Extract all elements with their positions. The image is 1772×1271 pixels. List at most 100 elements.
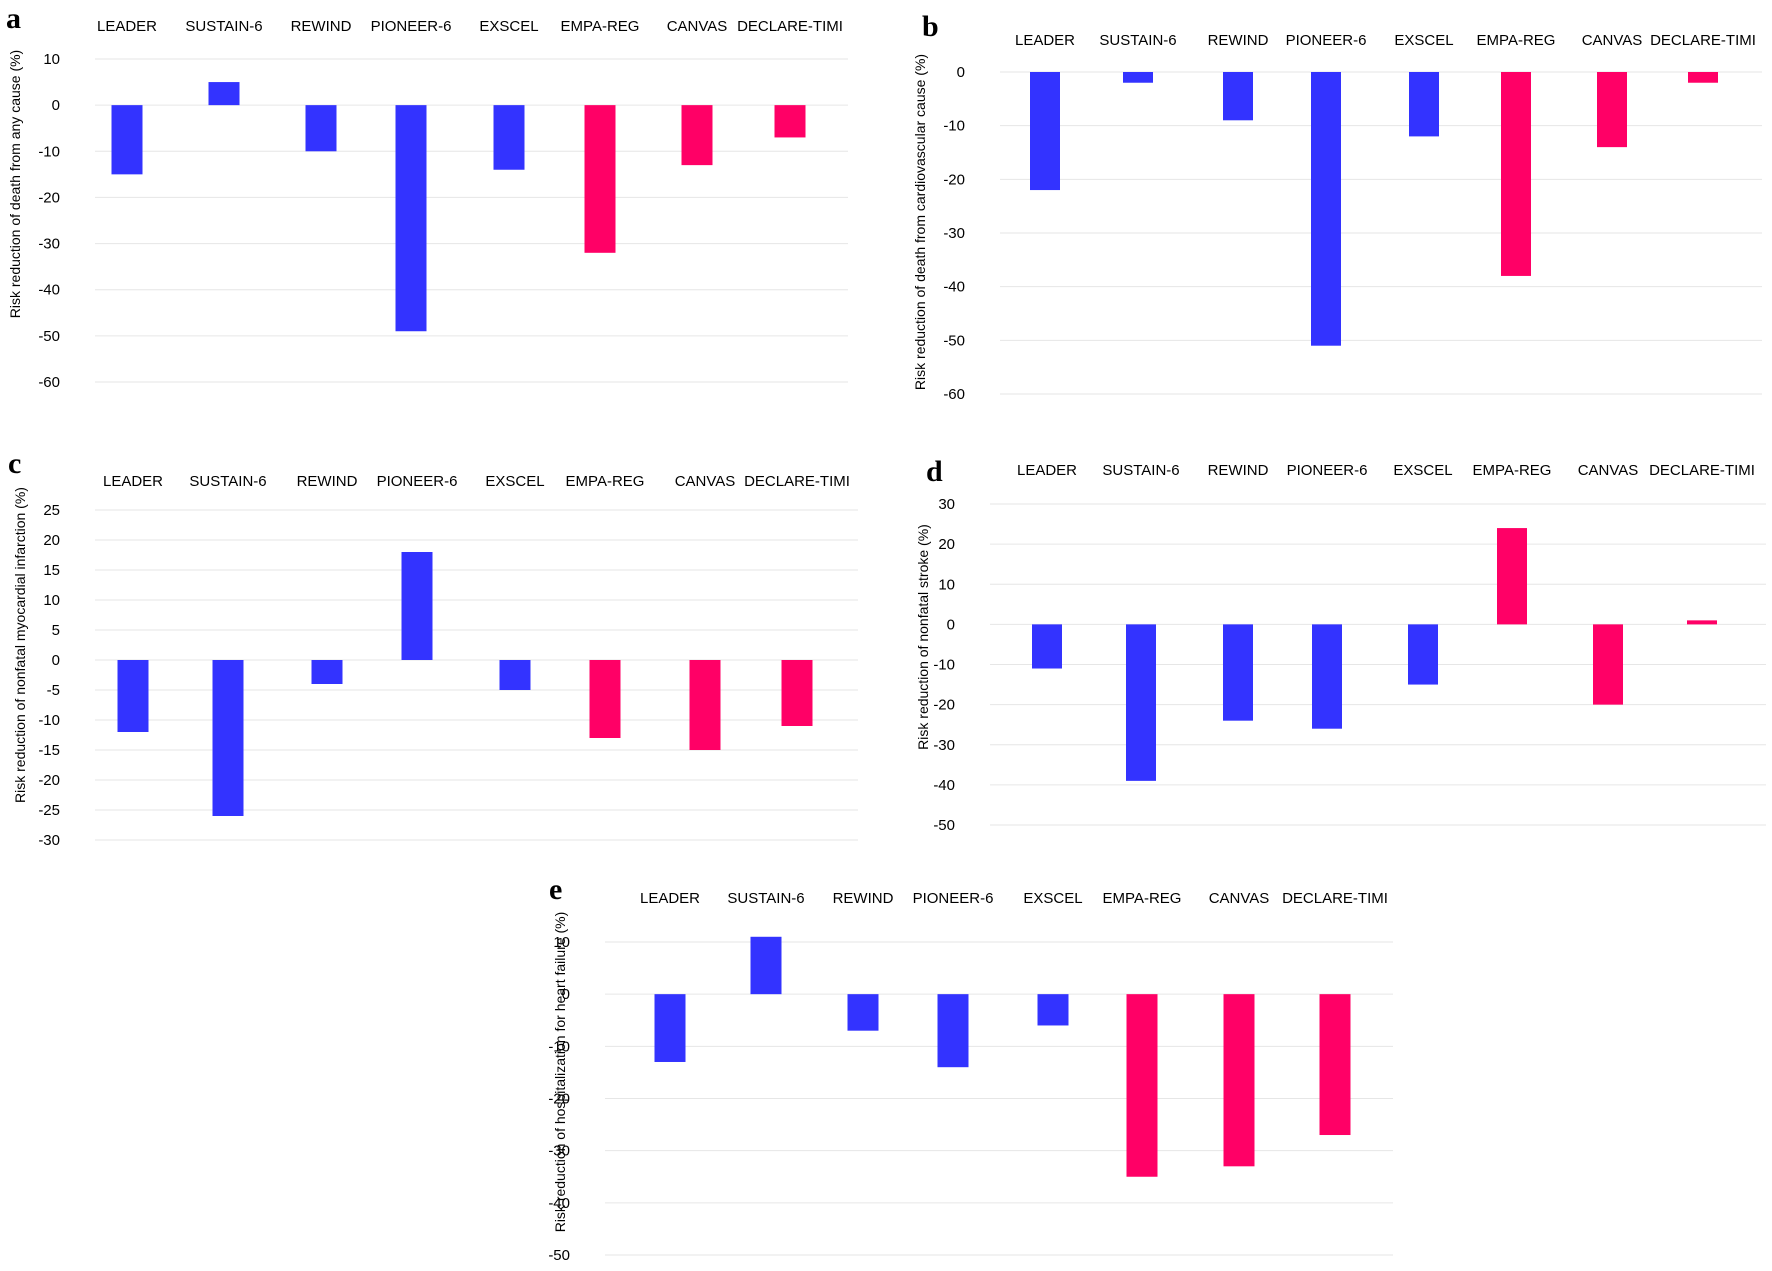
category-label: CANVAS — [1582, 32, 1643, 49]
y-tick-label: -10 — [933, 657, 955, 674]
y-tick-label: 0 — [947, 616, 955, 633]
y-tick-label: -10 — [38, 712, 60, 729]
bar-canvas — [1223, 994, 1255, 1167]
category-label: DECLARE-TIMI — [1650, 32, 1756, 49]
bar-exscel — [493, 105, 525, 170]
category-label: EXSCEL — [1394, 32, 1453, 49]
category-label: SUSTAIN-6 — [727, 890, 804, 907]
y-tick-label: -10 — [38, 143, 60, 160]
category-label: EMPA-REG — [1477, 32, 1556, 49]
category-label: EXSCEL — [479, 18, 538, 35]
panel-letter: e — [549, 873, 563, 906]
y-tick-label: -60 — [943, 386, 965, 403]
category-label: REWIND — [291, 18, 352, 35]
bar-canvas — [681, 105, 713, 166]
y-tick-label: -40 — [943, 279, 965, 296]
bar-sustain-6 — [208, 82, 240, 106]
category-label: EXSCEL — [1023, 890, 1082, 907]
bar-pioneer-6 — [1312, 624, 1342, 729]
panel-letter: c — [8, 447, 22, 480]
chart-panel-d: d Risk reduction of nonfatal stroke (%) … — [910, 440, 1772, 860]
bar-rewind — [311, 660, 343, 684]
y-tick-label: 5 — [52, 622, 60, 639]
category-label: LEADER — [1017, 462, 1077, 479]
y-tick-label: 0 — [957, 64, 965, 81]
category-label: SUSTAIN-6 — [185, 18, 262, 35]
chart-svg: 0 -10 -20 -30 -40 -50 -60 LEADER SUSTAIN-6 REWIND… — [943, 32, 1762, 403]
bar-canvas — [1593, 624, 1623, 705]
bar-pioneer-6 — [1311, 72, 1341, 346]
y-tick-label: 20 — [938, 536, 955, 553]
category-label: SUSTAIN-6 — [1102, 462, 1179, 479]
category-label: EMPA-REG — [561, 18, 640, 35]
bar-canvas — [1597, 72, 1627, 148]
category-label: REWIND — [297, 473, 358, 490]
chart-svg: 10 0 -10 -20 -30 -40 -50 -60 LEADER SUSTAIN-6 REWI… — [38, 18, 848, 391]
bar-sustain-6 — [750, 936, 782, 995]
bar-empa-reg — [1501, 72, 1531, 276]
category-label: EMPA-REG — [1473, 462, 1552, 479]
category-label: CANVAS — [1209, 890, 1270, 907]
category-label: LEADER — [97, 18, 157, 35]
bar-rewind — [1223, 624, 1253, 721]
y-tick-label: 15 — [43, 562, 60, 579]
category-label: PIONEER-6 — [371, 18, 452, 35]
chart-svg: 10 0 -10 -20 -30 -40 -50 LEADER SUSTAIN-6 REWIND P… — [548, 890, 1393, 1264]
bar-pioneer-6 — [395, 105, 427, 332]
category-label: CANVAS — [675, 473, 736, 490]
category-label: EMPA-REG — [1103, 890, 1182, 907]
y-tick-label: -50 — [933, 817, 955, 834]
y-tick-label: -30 — [38, 832, 60, 849]
category-label: PIONEER-6 — [913, 890, 994, 907]
chart-panel-a: a Risk reduction of death from any cause… — [0, 0, 880, 420]
category-label: CANVAS — [1578, 462, 1639, 479]
y-tick-label: -20 — [548, 1091, 570, 1108]
category-label: PIONEER-6 — [1286, 32, 1367, 49]
category-label: EMPA-REG — [566, 473, 645, 490]
bar-declare-timi — [1688, 72, 1718, 83]
category-label: REWIND — [833, 890, 894, 907]
y-tick-label: -20 — [933, 697, 955, 714]
bar-empa-reg — [589, 660, 621, 738]
chart-panel-b: b Risk reduction of death from cardiovas… — [910, 0, 1772, 430]
bar-exscel — [1409, 72, 1439, 137]
bar-empa-reg — [1497, 528, 1527, 625]
category-label: SUSTAIN-6 — [189, 473, 266, 490]
panel-letter: d — [926, 455, 943, 488]
y-tick-label: -50 — [548, 1247, 570, 1264]
bar-leader — [111, 105, 143, 175]
bar-leader — [1030, 72, 1060, 191]
y-tick-label: 0 — [562, 986, 570, 1003]
bar-exscel — [499, 660, 531, 690]
category-label: SUSTAIN-6 — [1099, 32, 1176, 49]
y-tick-label: -30 — [38, 236, 60, 253]
bar-declare-timi — [781, 660, 813, 726]
y-tick-label: -30 — [548, 1143, 570, 1160]
bar-sustain-6 — [212, 660, 244, 816]
category-label: PIONEER-6 — [377, 473, 458, 490]
y-tick-label: 10 — [938, 576, 955, 593]
bar-empa-reg — [1126, 994, 1158, 1177]
category-label: EXSCEL — [1393, 462, 1452, 479]
category-label: LEADER — [1015, 32, 1075, 49]
bar-canvas — [689, 660, 721, 750]
category-label: EXSCEL — [485, 473, 544, 490]
category-label: CANVAS — [667, 18, 728, 35]
y-tick-label: -50 — [943, 332, 965, 349]
category-label: PIONEER-6 — [1287, 462, 1368, 479]
category-label: LEADER — [640, 890, 700, 907]
bar-empa-reg — [584, 105, 616, 253]
y-tick-label: 0 — [52, 652, 60, 669]
category-label: LEADER — [103, 473, 163, 490]
category-label: DECLARE-TIMI — [737, 18, 843, 35]
bar-sustain-6 — [1123, 72, 1153, 83]
y-tick-label: -40 — [38, 282, 60, 299]
y-tick-label: -30 — [943, 225, 965, 242]
bar-leader — [654, 994, 686, 1062]
y-tick-label: -5 — [47, 682, 60, 699]
bar-rewind — [305, 105, 337, 152]
bar-rewind — [847, 994, 879, 1031]
bar-pioneer-6 — [401, 552, 433, 660]
y-tick-label: -10 — [943, 118, 965, 135]
y-tick-label: 25 — [43, 502, 60, 519]
